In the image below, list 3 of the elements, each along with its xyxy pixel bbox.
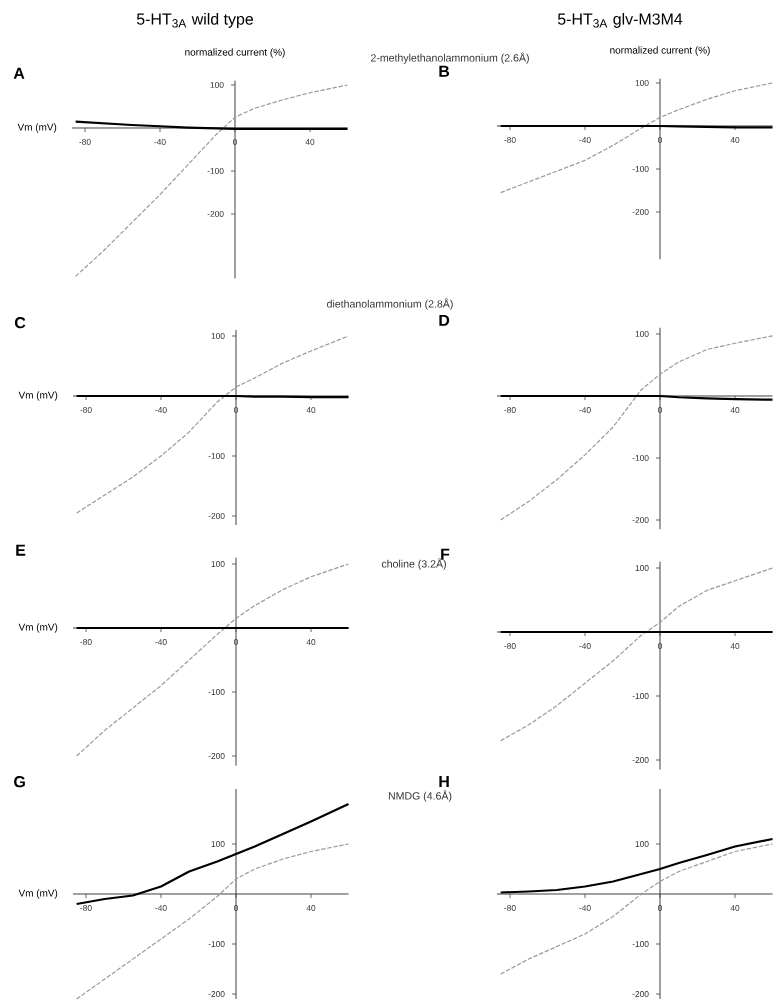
line-series — [500, 335, 774, 521]
line-series — [76, 563, 350, 757]
line-series — [75, 84, 349, 277]
